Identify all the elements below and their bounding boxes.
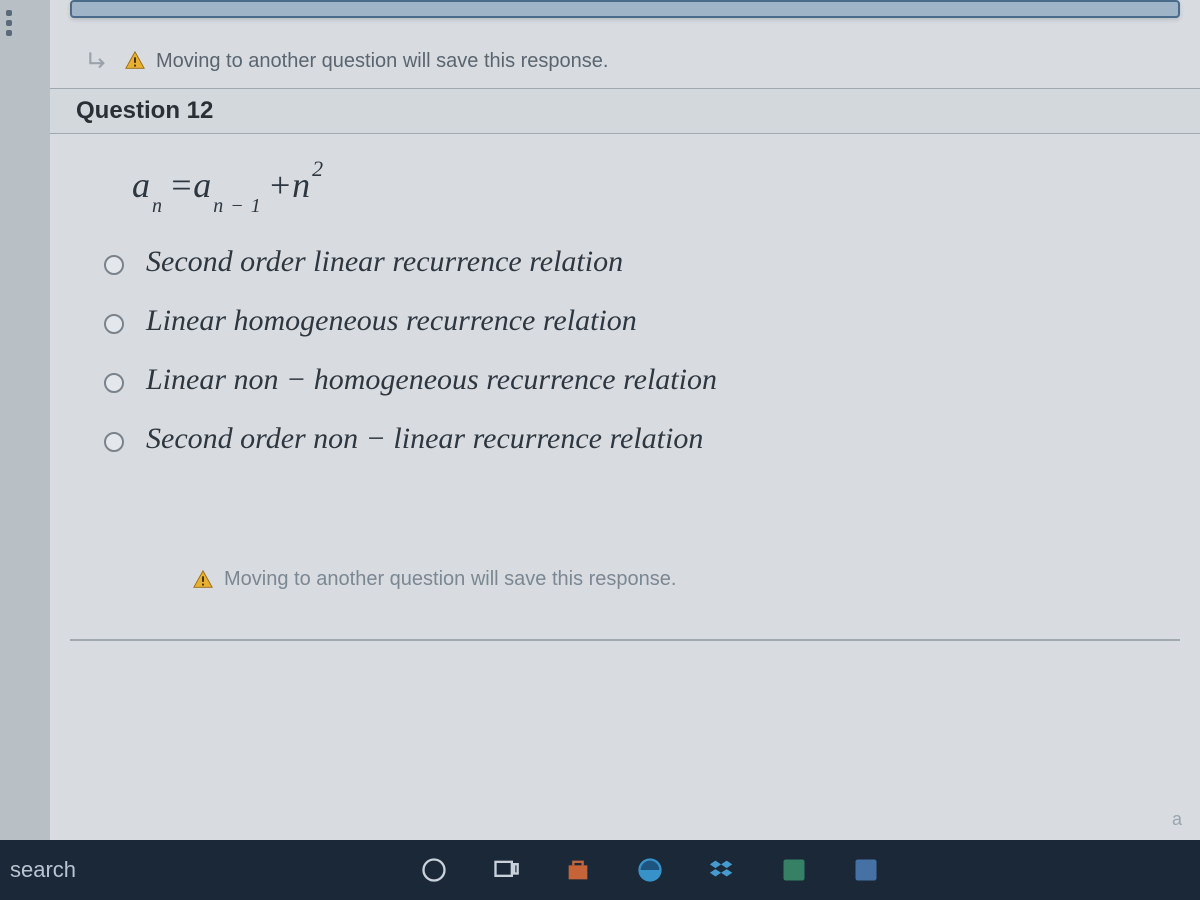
equation-display: a n = a n − 1 + n 2 <box>132 164 1180 206</box>
reply-arrow-icon <box>86 48 112 74</box>
eq-plus: + <box>268 164 292 206</box>
answer-options: Second order linear recurrence relation … <box>104 242 1180 458</box>
option-label: Second order non − linear recurrence rel… <box>146 419 703 458</box>
option-label: Second order linear recurrence relation <box>146 242 623 281</box>
option-row[interactable]: Linear non − homogeneous recurrence rela… <box>104 360 1180 399</box>
eq-lhs-sub: n <box>152 195 163 218</box>
warning-message-top: Moving to another question will save thi… <box>50 18 1200 88</box>
radio-button[interactable] <box>104 373 124 393</box>
taskbar-search-label[interactable]: search <box>10 857 76 883</box>
dropbox-icon[interactable] <box>708 856 736 884</box>
quiz-page: Moving to another question will save thi… <box>50 0 1200 840</box>
edge-icon[interactable] <box>636 856 664 884</box>
app-icon[interactable] <box>780 856 808 884</box>
warning-message-bottom: Moving to another question will save thi… <box>132 478 1180 601</box>
warning-triangle-icon <box>124 50 146 72</box>
app-icon-blue[interactable] <box>852 856 880 884</box>
eq-sign: = <box>169 164 193 206</box>
option-label: Linear non − homogeneous recurrence rela… <box>146 360 717 399</box>
window-edge-decoration <box>6 10 12 36</box>
option-row[interactable]: Second order non − linear recurrence rel… <box>104 419 1180 458</box>
radio-button[interactable] <box>104 255 124 275</box>
store-icon[interactable] <box>564 856 592 884</box>
eq-rhs1-sub: n − 1 <box>213 195 262 218</box>
windows-taskbar[interactable]: search <box>0 840 1200 900</box>
radio-button[interactable] <box>104 432 124 452</box>
radio-button[interactable] <box>104 314 124 334</box>
task-view-icon[interactable] <box>492 856 520 884</box>
cortana-circle-icon[interactable] <box>420 856 448 884</box>
option-row[interactable]: Linear homogeneous recurrence relation <box>104 301 1180 340</box>
option-label: Linear homogeneous recurrence relation <box>146 301 637 340</box>
eq-lhs-base: a <box>132 164 150 206</box>
warning-text: Moving to another question will save thi… <box>156 50 608 73</box>
status-bar <box>70 0 1180 18</box>
question-body: a n = a n − 1 + n 2 Second order linear … <box>50 134 1200 611</box>
option-row[interactable]: Second order linear recurrence relation <box>104 242 1180 281</box>
question-header: Question 12 <box>50 88 1200 134</box>
eq-rhs2-sup: 2 <box>312 156 323 182</box>
divider <box>70 639 1180 641</box>
eq-rhs1-base: a <box>193 164 211 206</box>
question-number: Question 12 <box>76 97 213 124</box>
corner-badge: a <box>1172 809 1182 830</box>
warning-text: Moving to another question will save thi… <box>224 568 676 591</box>
warning-triangle-icon <box>192 569 214 591</box>
eq-rhs2-base: n <box>292 164 310 206</box>
